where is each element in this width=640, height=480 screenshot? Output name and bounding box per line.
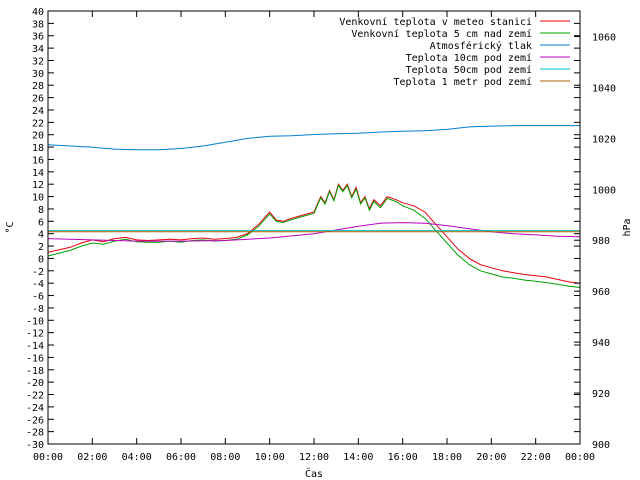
series-line-4: [47, 222, 581, 242]
legend-label: Venkovní teplota 5 cm nad zemí: [351, 28, 532, 40]
y-tick-label: 24: [32, 106, 44, 117]
y-tick-label: -26: [26, 415, 44, 426]
y-tick-label: 16: [32, 155, 44, 166]
y-tick-label: -28: [26, 428, 44, 439]
x-tick-label: 14:00: [343, 452, 373, 463]
legend-label: Teplota 10cm pod zemí: [406, 52, 532, 64]
y2-tick-label: 1060: [592, 32, 616, 43]
y-tick-label: 38: [32, 19, 44, 30]
y-tick-label: 4: [38, 230, 44, 241]
legend: Venkovní teplota v meteo staniciVenkovní…: [339, 16, 570, 88]
y-tick-label: -14: [26, 341, 44, 352]
y-tick-label: -4: [32, 279, 44, 290]
y-tick-label: -10: [26, 316, 44, 327]
series-line-3: [47, 125, 580, 151]
y2-tick-label: 960: [592, 287, 610, 298]
x-tick-label: 08:00: [210, 452, 240, 463]
y2-tick-label: 900: [592, 440, 610, 451]
legend-label: Teplota 1 metr pod zemí: [394, 76, 532, 88]
series-layer: [47, 125, 581, 288]
y-tick-label: 18: [32, 143, 44, 154]
y-axis-right: 900 920 940 960 980 1000 1020 1040 1060: [574, 32, 616, 451]
y-tick-label: 10: [32, 193, 44, 204]
y-tick-label: -8: [32, 304, 44, 315]
x-tick-label: 10:00: [255, 452, 285, 463]
y-tick-label: 8: [38, 205, 44, 216]
y2-tick-label: 1000: [592, 185, 616, 196]
y2-tick-label: 1040: [592, 83, 616, 94]
legend-label: Atmosférický tlak: [430, 40, 532, 52]
y2-tick-label: 940: [592, 338, 610, 349]
x-tick-label: 04:00: [122, 452, 152, 463]
y2-tick-label: 980: [592, 236, 610, 247]
x-tick-label: 16:00: [388, 452, 418, 463]
y-tick-label: -20: [26, 378, 44, 389]
y-tick-label: 36: [32, 32, 44, 43]
x-axis: 00:00 02:00 04:00 06:00 08:00 10:00 12:00 14:00…: [33, 11, 595, 463]
y-tick-label: 22: [32, 118, 44, 129]
y-tick-label: -24: [26, 403, 44, 414]
series-line-2: [47, 184, 581, 288]
y-tick-label: -30: [26, 440, 44, 451]
y-axis-left: 4038363432302826242220181614121086420-2-…: [26, 7, 580, 451]
y-tick-label: 40: [32, 7, 44, 18]
y-tick-label: 14: [32, 168, 44, 179]
y-tick-label: -2: [32, 267, 44, 278]
x-tick-label: 00:00: [33, 452, 63, 463]
y-axis-label-left: °C: [5, 221, 16, 233]
y-tick-label: -12: [26, 329, 44, 340]
y-tick-label: 28: [32, 81, 44, 92]
y-tick-label: 0: [38, 254, 44, 265]
y-tick-label: 2: [38, 242, 44, 253]
y-axis-label-right: hPa: [622, 218, 633, 236]
x-tick-label: 06:00: [166, 452, 196, 463]
legend-label: Venkovní teplota v meteo stanici: [339, 16, 532, 28]
y-tick-label: 12: [32, 180, 44, 191]
y-tick-label: 6: [38, 217, 44, 228]
y-tick-label: 20: [32, 131, 44, 142]
y-tick-label: -18: [26, 366, 44, 377]
y-tick-label: -16: [26, 353, 44, 364]
y-tick-label: -6: [32, 292, 44, 303]
x-tick-label: 00:00: [565, 452, 595, 463]
y2-tick-label: 920: [592, 389, 610, 400]
x-tick-label: 20:00: [476, 452, 506, 463]
y-tick-label: 34: [32, 44, 44, 55]
x-tick-label: 12:00: [299, 452, 329, 463]
x-tick-label: 22:00: [521, 452, 551, 463]
y-tick-label: 30: [32, 69, 44, 80]
y-tick-label: -22: [26, 391, 44, 402]
y-tick-label: 32: [32, 56, 44, 67]
y-tick-label: 26: [32, 94, 44, 105]
legend-label: Teplota 50cm pod zemí: [406, 64, 532, 76]
x-axis-label: Čas: [305, 467, 323, 480]
x-tick-label: 18:00: [432, 452, 462, 463]
x-tick-label: 02:00: [77, 452, 107, 463]
y2-tick-label: 1020: [592, 134, 616, 145]
